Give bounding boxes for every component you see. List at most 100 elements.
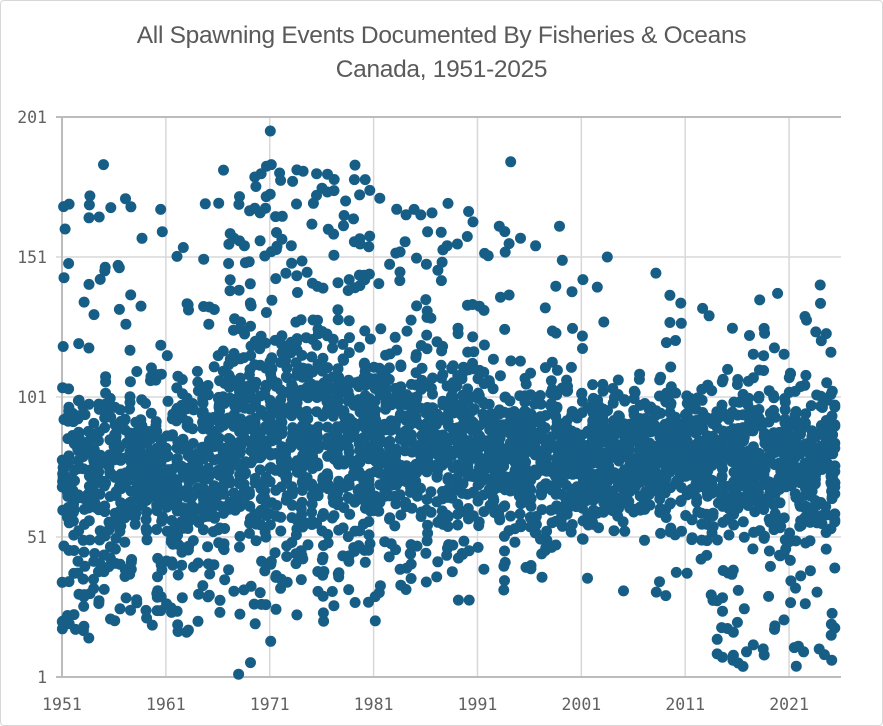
data-point	[401, 476, 412, 488]
data-point	[244, 527, 255, 539]
data-point	[297, 165, 309, 177]
data-point	[504, 425, 515, 437]
data-point	[619, 395, 631, 407]
data-point	[276, 347, 288, 359]
scatter-points	[56, 125, 841, 680]
data-point	[577, 343, 588, 354]
data-point	[328, 228, 340, 240]
data-point	[359, 490, 371, 502]
data-point	[176, 374, 188, 385]
data-point	[505, 510, 517, 522]
data-point	[58, 540, 70, 552]
data-point	[166, 515, 178, 526]
data-point	[378, 370, 390, 382]
data-point	[208, 559, 220, 571]
data-point	[601, 251, 613, 263]
data-point	[235, 413, 247, 425]
data-point	[245, 391, 257, 402]
data-point	[326, 512, 338, 524]
data-point	[296, 255, 308, 267]
data-point	[306, 351, 318, 363]
data-point	[244, 364, 256, 375]
data-point	[337, 522, 349, 534]
data-point	[223, 258, 235, 269]
data-point	[582, 572, 593, 584]
data-point	[700, 440, 712, 452]
data-point	[287, 175, 299, 187]
data-point	[410, 352, 422, 363]
data-point	[280, 267, 292, 279]
data-point	[359, 379, 371, 391]
data-point	[515, 435, 527, 447]
data-point	[660, 590, 672, 602]
data-point	[348, 174, 360, 186]
data-point	[369, 428, 381, 440]
data-point	[389, 520, 401, 532]
data-point	[441, 509, 453, 521]
data-point	[494, 370, 506, 382]
data-point	[275, 411, 287, 423]
data-point	[214, 375, 226, 387]
data-point	[680, 446, 692, 458]
data-point	[493, 404, 505, 416]
data-point	[192, 557, 204, 569]
data-point	[88, 573, 99, 585]
data-point	[816, 454, 828, 466]
data-point	[815, 390, 827, 402]
data-point	[332, 277, 344, 289]
data-point	[275, 481, 287, 493]
data-point	[737, 516, 749, 528]
data-point	[825, 346, 837, 358]
data-point	[530, 240, 542, 252]
data-point	[758, 365, 770, 376]
data-point	[217, 542, 229, 554]
y-tick-label: 201	[17, 108, 47, 127]
data-point	[276, 428, 288, 440]
data-point	[783, 386, 795, 398]
data-point	[576, 429, 588, 441]
data-point	[422, 454, 434, 466]
data-point	[825, 466, 837, 478]
data-point	[384, 258, 396, 270]
data-point	[89, 428, 101, 440]
data-point	[124, 344, 136, 356]
data-point	[383, 551, 395, 563]
data-point	[369, 455, 381, 467]
data-point	[181, 403, 193, 415]
x-tick-label: 1971	[250, 695, 290, 714]
data-point	[286, 499, 298, 511]
data-point	[681, 567, 693, 579]
data-point	[757, 643, 769, 655]
data-point	[286, 459, 298, 471]
data-point	[286, 410, 298, 422]
data-point	[105, 202, 117, 214]
data-point	[701, 412, 712, 424]
data-point	[587, 491, 599, 503]
data-point	[420, 258, 432, 270]
data-point	[435, 226, 447, 238]
data-point	[607, 397, 619, 409]
data-point	[556, 475, 568, 487]
data-point	[343, 478, 355, 490]
data-point	[814, 279, 826, 291]
data-point	[420, 294, 432, 306]
data-point	[473, 516, 485, 528]
data-point	[422, 226, 434, 238]
data-point	[359, 470, 371, 482]
data-point	[59, 223, 71, 235]
data-point	[493, 420, 504, 431]
data-point	[567, 322, 578, 334]
data-point	[826, 410, 838, 422]
data-point	[618, 467, 630, 479]
data-point	[234, 501, 246, 512]
data-point	[829, 399, 841, 411]
data-point	[83, 278, 95, 290]
data-point	[110, 428, 121, 440]
x-tick-label: 1961	[146, 695, 186, 714]
x-tick-label: 2001	[561, 695, 601, 714]
data-point	[286, 512, 298, 524]
data-point	[326, 586, 338, 597]
data-point	[478, 563, 490, 575]
data-point	[83, 515, 95, 527]
data-point	[763, 545, 775, 557]
